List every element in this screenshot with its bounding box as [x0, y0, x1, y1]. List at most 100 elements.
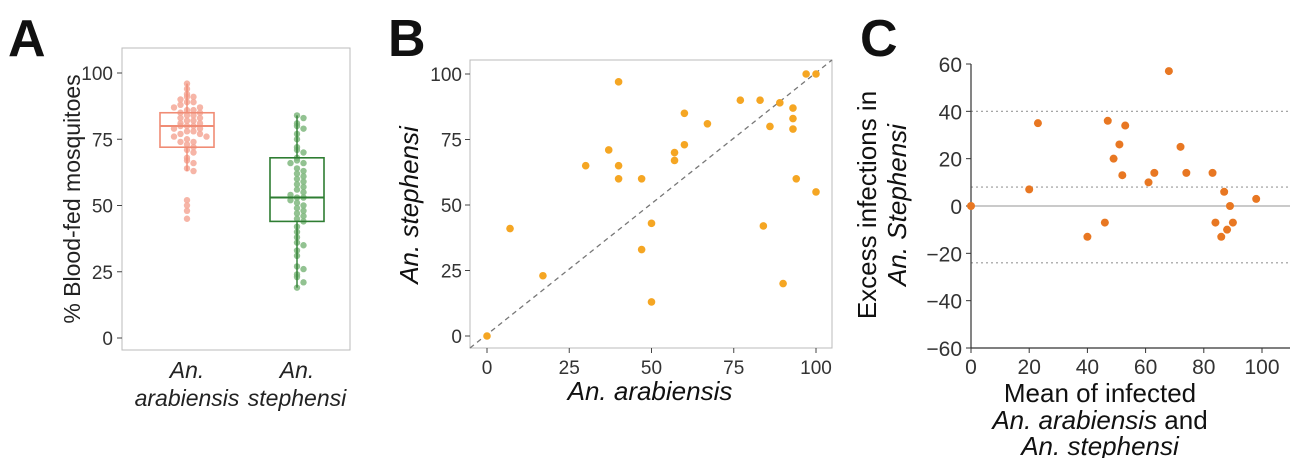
panel-c-data-point: [1165, 67, 1173, 75]
panel-a-data-point: [203, 133, 209, 139]
panel-c-ytick-label: 40: [939, 101, 962, 124]
panel-c-data-point: [1118, 171, 1126, 179]
panel-b-data-point: [648, 220, 656, 228]
panel-c-ytick-label: 20: [939, 149, 962, 172]
panel-b-data-point: [506, 225, 514, 233]
panel-c-data-point: [1223, 226, 1231, 234]
panel-c-data-point: [1145, 178, 1153, 186]
panel-a-ytick-label: 100: [81, 64, 113, 85]
panel-a-data-point: [190, 160, 196, 166]
panel-c-ytick-label: −40: [926, 291, 962, 314]
panel-c-data-point: [1101, 219, 1109, 227]
panel-a-xtick-1-line1: An.: [168, 357, 205, 383]
panel-c-data-point: [1229, 219, 1237, 227]
panel-c-data-point: [1110, 155, 1118, 163]
panel-b-ytick-label: 25: [441, 262, 462, 283]
panel-b-ytick-label: 0: [451, 327, 462, 348]
panel-c-data-point: [1209, 169, 1217, 177]
panel-label-a: A: [8, 10, 46, 68]
panel-b-data-point: [760, 222, 768, 230]
panel-b-xtick-label: 100: [800, 358, 832, 379]
panel-a-ytick-label: 75: [92, 130, 113, 151]
panel-b-data-point: [671, 149, 679, 157]
panel-a-data-point: [190, 128, 196, 134]
panel-b-data-point: [582, 162, 590, 170]
panel-a-ytick-label: 25: [92, 263, 113, 284]
panel-a-ytick-label: 50: [92, 197, 113, 218]
panel-a-box-group: [270, 112, 324, 291]
panel-b-ylabel: An. stephensi: [394, 125, 424, 286]
panel-c-ytick-label: −20: [926, 243, 962, 266]
panel-a-data-point: [287, 160, 293, 166]
panel-a-data-point: [294, 186, 300, 192]
panel-b-data-point: [812, 70, 820, 78]
panel-a-data-point: [184, 216, 190, 222]
panel-c-xtick-label: 60: [1134, 356, 1157, 379]
panel-a-data-point: [300, 149, 306, 155]
panel-c-data-point: [1217, 233, 1225, 241]
panel-c-data-point: [1083, 233, 1091, 241]
panel-b-ytick-label: 50: [441, 196, 462, 217]
panel-c-data-point: [1121, 122, 1129, 130]
panel-c-data-point: [1226, 202, 1234, 210]
panel-b-data-point: [681, 110, 689, 118]
panel-c-ylabel-line1: Excess infections in: [852, 91, 882, 319]
panel-a-xtick-1-line2: arabiensis: [135, 385, 240, 411]
panel-c-xtick-label: 80: [1192, 356, 1215, 379]
panel-a-data-point: [177, 102, 183, 108]
panel-c-data-point: [1104, 117, 1112, 125]
panel-a-xtick-2-line1: An.: [278, 357, 315, 383]
panel-a-data-point: [300, 125, 306, 131]
panel-b-xtick-label: 0: [482, 358, 493, 379]
panel-a-data-point: [184, 208, 190, 214]
panel-b-data-point: [792, 175, 800, 183]
panel-c-data-point: [1177, 143, 1185, 151]
panel-a-frame: [122, 48, 350, 350]
panel-c-data-point: [1182, 169, 1190, 177]
panel-c-xtick-label: 100: [1244, 356, 1279, 379]
panel-a-data-point: [171, 133, 177, 139]
panel-b-data-point: [615, 175, 623, 183]
panel-b-data-point: [737, 96, 745, 104]
panel-a-data-point: [300, 115, 306, 121]
panel-a-box-group: [160, 80, 214, 222]
panel-b-data-point: [648, 298, 656, 306]
panel-c-ytick-label: −60: [926, 338, 962, 361]
panel-a-data-point: [300, 242, 306, 248]
panel-a-data-point: [184, 128, 190, 134]
panel-a-data-point: [300, 266, 306, 272]
panel-a-data-point: [190, 99, 196, 105]
panel-a-data-point: [197, 131, 203, 137]
panel-b-data-point: [779, 280, 787, 288]
panel-a-xtick-2-line2: stephensi: [248, 385, 347, 411]
panel-c-data-point: [1220, 188, 1228, 196]
panel-b-data-point: [638, 175, 646, 183]
panel-b-data-point: [789, 104, 797, 112]
panel-b-data-point: [766, 123, 774, 131]
panel-c-data-point: [1115, 140, 1123, 148]
panel-c-xtick-label: 0: [965, 356, 977, 379]
panel-c-data-point: [1211, 219, 1219, 227]
panel-b-data-point: [789, 115, 797, 123]
panel-b-xlabel: An. arabiensis: [566, 376, 733, 406]
panel-b-data-point: [483, 332, 491, 340]
panel-b-data-point: [704, 120, 712, 128]
panel-c-ylabel-line2: An. Stephensi: [882, 123, 912, 288]
panel-a-data-point: [300, 279, 306, 285]
panel-b-data-point: [638, 246, 646, 254]
panel-a-data-point: [171, 104, 177, 110]
panel-b-scatter: 02550751000 25 50 75 100 An. stephensi An. a…: [394, 60, 832, 406]
panel-c-ytick-label: 60: [939, 54, 962, 77]
panel-a-data-point: [190, 149, 196, 155]
panel-a-data-point: [190, 168, 196, 174]
panel-b-data-point: [605, 146, 613, 154]
panel-a-ytick-label: 0: [102, 329, 113, 350]
panel-b-data-point: [756, 96, 764, 104]
panel-a-boxplot: 0255075100 % Blood-fed mosquitoes An. ar…: [59, 48, 350, 411]
panel-b-data-point: [671, 157, 679, 165]
panel-b-data-point: [681, 141, 689, 149]
panel-label-b: B: [388, 10, 426, 68]
panel-c-data-point: [967, 202, 975, 210]
